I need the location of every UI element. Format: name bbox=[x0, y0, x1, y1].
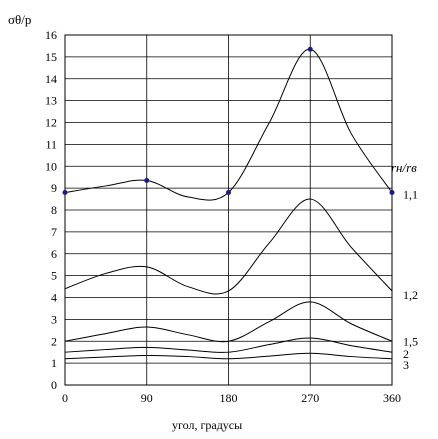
y-tick-label: 13 bbox=[45, 94, 57, 108]
series-label: 2 bbox=[403, 347, 409, 361]
y-tick-label: 4 bbox=[51, 291, 57, 305]
data-point bbox=[307, 46, 313, 52]
series-labels: 1,1 1,2 1,523 bbox=[403, 188, 418, 372]
x-tick-label: 0 bbox=[62, 391, 68, 405]
series-label: 1,5 bbox=[403, 334, 418, 348]
y-tick-label: 16 bbox=[45, 28, 57, 42]
series-line-2 bbox=[64, 337, 393, 353]
data-point bbox=[62, 190, 68, 195]
x-tick-label: 270 bbox=[301, 391, 319, 405]
y-tick-label: 3 bbox=[51, 312, 57, 326]
y-tick-label: 2 bbox=[51, 334, 57, 348]
y-tick-label: 0 bbox=[51, 378, 57, 392]
y-tick-label: 1 bbox=[51, 356, 57, 370]
y-tick-label: 8 bbox=[51, 203, 57, 217]
y-tick-label: 15 bbox=[45, 50, 57, 64]
series-label: 1,2 bbox=[403, 288, 418, 302]
y-tick-label: 9 bbox=[51, 181, 57, 195]
data-point bbox=[226, 190, 231, 195]
x-tick-label: 360 bbox=[383, 391, 401, 405]
series-label: 1,1 bbox=[403, 188, 418, 202]
y-tick-label: 7 bbox=[51, 225, 57, 239]
x-tick-label: 180 bbox=[220, 391, 238, 405]
y-tick-label: 12 bbox=[45, 116, 57, 130]
y-tick-label: 14 bbox=[45, 72, 57, 86]
series-line-1-5 bbox=[64, 301, 393, 343]
data-point bbox=[389, 190, 395, 195]
legend-title: rн/rв bbox=[391, 160, 417, 175]
y-tick-label: 6 bbox=[51, 247, 57, 261]
y-tick-label: 5 bbox=[51, 269, 57, 283]
x-tick-label: 90 bbox=[141, 391, 153, 405]
series-lines bbox=[64, 48, 393, 360]
x-axis-label: угол, градусы bbox=[172, 418, 243, 432]
series-markers bbox=[62, 46, 395, 195]
series-line-3 bbox=[64, 352, 393, 360]
y-tick-label: 11 bbox=[45, 137, 57, 151]
series-label: 3 bbox=[403, 358, 409, 372]
data-point bbox=[144, 177, 150, 183]
series-line-1-2 bbox=[64, 198, 393, 295]
series-line-1-1 bbox=[64, 48, 393, 201]
grid bbox=[64, 34, 393, 386]
y-axis-label: σθ/p bbox=[8, 12, 32, 27]
y-tick-label: 10 bbox=[45, 159, 57, 173]
